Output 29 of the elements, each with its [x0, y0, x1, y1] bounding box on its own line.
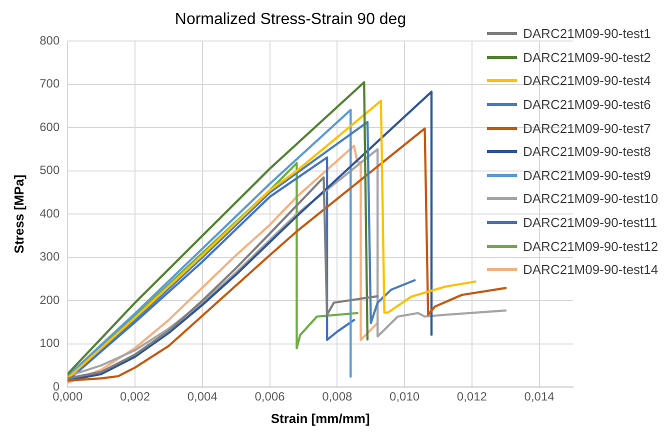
legend-label: DARC21M09-90-test9 [523, 168, 651, 183]
legend-label: DARC21M09-90-test11 [523, 215, 658, 230]
x-tick-label: 0,010 [390, 390, 420, 404]
x-tick-label: 0,012 [456, 390, 488, 404]
x-axis-title: Strain [mm/mm] [270, 410, 370, 426]
x-tick-label: 0,002 [120, 390, 150, 404]
legend-label: DARC21M09-90-test2 [523, 50, 651, 65]
x-tick-label: 0,008 [322, 390, 352, 404]
chart-title: Normalized Stress-Strain 90 deg [174, 11, 406, 28]
legend-label: DARC21M09-90-test10 [523, 191, 658, 206]
y-tick-label: 700 [40, 76, 60, 91]
y-tick-label: 200 [40, 292, 60, 307]
x-tick-label: 0,004 [187, 390, 218, 404]
legend-label: DARC21M09-90-test12 [523, 238, 658, 254]
x-tick-label: 0,006 [254, 390, 286, 404]
y-tick-label: 800 [40, 34, 60, 48]
y-tick-label: 400 [40, 206, 60, 220]
y-tick-label: 100 [40, 336, 60, 350]
legend-label: DARC21M09-90-test14 [523, 262, 658, 278]
y-tick-label: 600 [40, 120, 60, 134]
legend-label: DARC21M09-90-test1 [523, 26, 651, 42]
legend-label: DARC21M09-90-test8 [523, 144, 651, 160]
y-tick-label: 500 [40, 163, 60, 178]
x-tick-label: 0,014 [524, 390, 555, 404]
legend-label: DARC21M09-90-test6 [523, 97, 651, 112]
legend-label: DARC21M09-90-test4 [523, 73, 651, 88]
y-tick-label: 300 [40, 250, 60, 264]
legend-label: DARC21M09-90-test7 [523, 120, 651, 136]
y-axis-title: Stress [MPa] [11, 174, 26, 254]
